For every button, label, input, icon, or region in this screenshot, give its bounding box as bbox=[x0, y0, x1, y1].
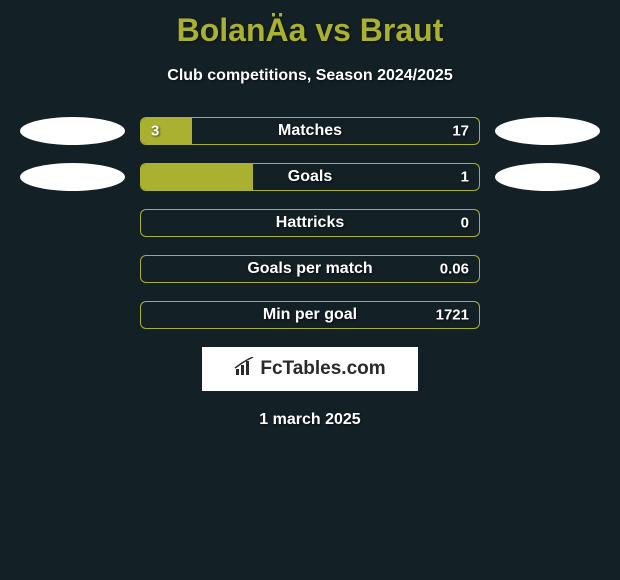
stat-bar: 0 Hattricks bbox=[140, 209, 480, 237]
metric-label: Min per goal bbox=[263, 306, 357, 324]
logo-box: FcTables.com bbox=[202, 347, 418, 391]
chart-icon bbox=[234, 357, 256, 381]
comparison-row: 0 Hattricks bbox=[0, 209, 620, 237]
stat-bar: 3 17 Matches bbox=[140, 117, 480, 145]
spacer bbox=[495, 255, 600, 283]
bar-left-fill bbox=[141, 118, 192, 144]
player-right-ellipse bbox=[495, 117, 600, 145]
spacer bbox=[20, 209, 125, 237]
date-text: 1 march 2025 bbox=[0, 411, 620, 429]
value-right: 17 bbox=[452, 123, 469, 140]
player-left-ellipse bbox=[20, 163, 125, 191]
logo-label: FcTables.com bbox=[260, 358, 385, 380]
value-right: 1721 bbox=[436, 307, 469, 324]
comparison-row: 0.06 Goals per match bbox=[0, 255, 620, 283]
stat-bar: 1721 Min per goal bbox=[140, 301, 480, 329]
spacer bbox=[495, 301, 600, 329]
spacer bbox=[495, 209, 600, 237]
subtitle: Club competitions, Season 2024/2025 bbox=[0, 67, 620, 85]
metric-label: Goals per match bbox=[247, 260, 372, 278]
comparison-row: 1 Goals bbox=[0, 163, 620, 191]
comparison-row: 1721 Min per goal bbox=[0, 301, 620, 329]
metric-label: Hattricks bbox=[276, 214, 344, 232]
logo-text: FcTables.com bbox=[234, 357, 385, 381]
metric-label: Goals bbox=[288, 168, 332, 186]
player-left-ellipse bbox=[20, 117, 125, 145]
value-right: 0.06 bbox=[440, 261, 469, 278]
player-right-ellipse bbox=[495, 163, 600, 191]
value-right: 1 bbox=[461, 169, 469, 186]
stat-bar: 0.06 Goals per match bbox=[140, 255, 480, 283]
value-right: 0 bbox=[461, 215, 469, 232]
stat-bar: 1 Goals bbox=[140, 163, 480, 191]
metric-label: Matches bbox=[278, 122, 342, 140]
value-left: 3 bbox=[151, 123, 159, 140]
comparison-row: 3 17 Matches bbox=[0, 117, 620, 145]
spacer bbox=[20, 255, 125, 283]
comparison-container: 3 17 Matches 1 Goals 0 Hattricks 0.06 Goals per … bbox=[0, 117, 620, 329]
spacer bbox=[20, 301, 125, 329]
page-title: BolanÄa vs Braut bbox=[0, 0, 620, 49]
bar-left-fill bbox=[141, 164, 253, 190]
